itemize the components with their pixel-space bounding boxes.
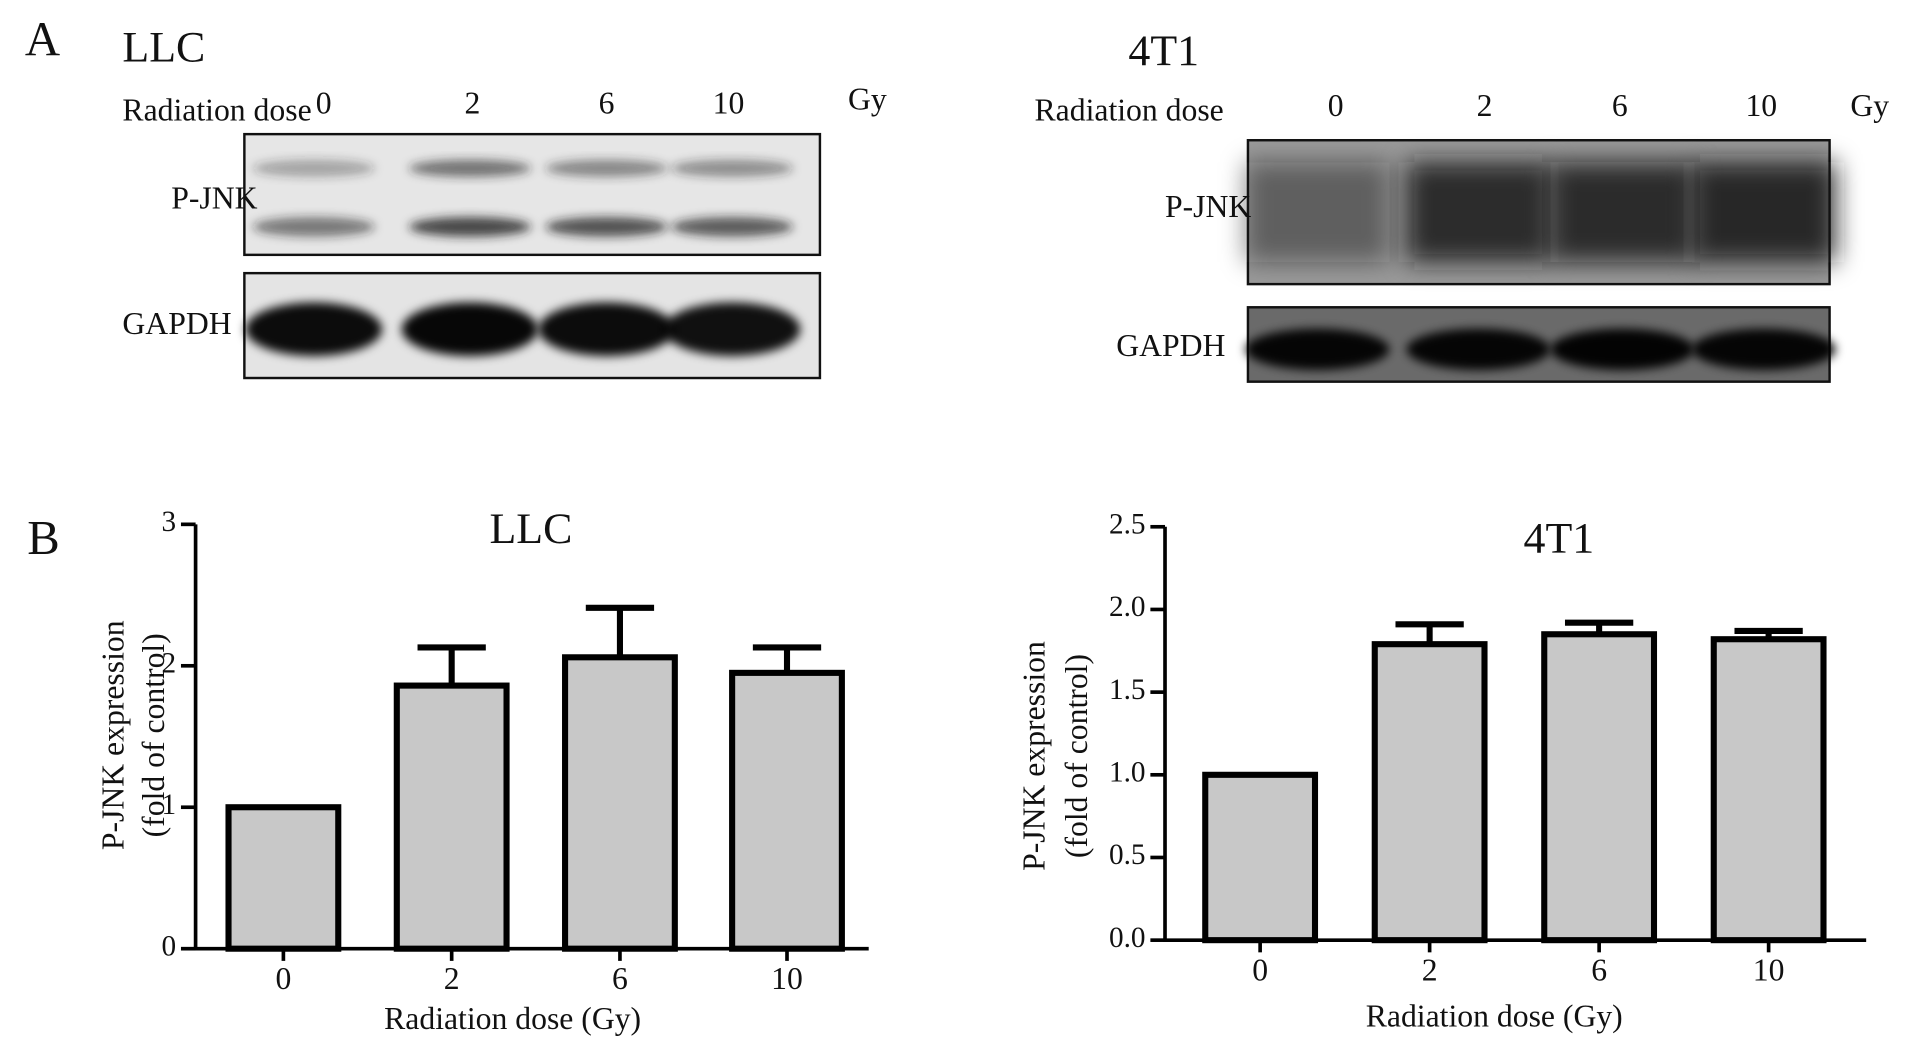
band (663, 302, 801, 357)
dose-unit: Gy (848, 82, 887, 117)
blot (243, 132, 822, 257)
y-tick-label: 2.0 (1109, 591, 1146, 623)
x-tick-label: 6 (1591, 952, 1607, 987)
band (1691, 162, 1836, 263)
panel-label: B (27, 511, 60, 565)
blot-title: 4T1 (1128, 27, 1199, 75)
band (538, 302, 675, 357)
x-tick-label: 0 (275, 961, 291, 996)
chart-title: 4T1 (1524, 515, 1595, 563)
bar (1371, 641, 1488, 944)
y-axis-label: (fold of control) (1059, 654, 1094, 858)
band (545, 217, 668, 237)
y-tick-label: 0.0 (1109, 922, 1146, 954)
bar (393, 682, 510, 952)
row-label: GAPDH (1116, 328, 1225, 363)
y-tick-label: 2 (161, 648, 176, 680)
dose: 0 (316, 85, 332, 120)
band (252, 159, 375, 177)
band (252, 217, 375, 237)
dose: 6 (1612, 88, 1628, 123)
y-tick-label: 3 (161, 506, 176, 538)
y-tick-label: 0 (161, 930, 176, 962)
y-axis-label: (fold of control) (136, 633, 171, 837)
y-axis-label: P-JNK expression (96, 620, 131, 850)
dose: 10 (1745, 88, 1777, 123)
y-axis-label: P-JNK expression (1016, 641, 1051, 871)
x-axis-label: Radiation dose (Gy) (384, 1001, 641, 1036)
y-tick-label: 1.0 (1109, 757, 1146, 789)
band (1406, 328, 1551, 371)
band (1550, 328, 1695, 371)
band (1550, 162, 1695, 263)
dose-unit: Gy (1850, 88, 1889, 123)
dose: 2 (464, 85, 480, 120)
x-tick-label: 0 (1252, 952, 1268, 987)
x-tick-label: 6 (612, 961, 628, 996)
band (671, 159, 794, 177)
band (408, 217, 531, 237)
band (401, 302, 539, 357)
band (1245, 328, 1390, 371)
bar (562, 654, 678, 952)
bar (1710, 636, 1827, 944)
x-tick-label: 10 (771, 961, 803, 996)
row-label: P-JNK (1165, 189, 1251, 224)
chart-title: LLC (489, 505, 572, 553)
y-tick-label: 1.5 (1109, 674, 1146, 706)
bar (225, 804, 342, 952)
band (671, 217, 794, 237)
band (1406, 162, 1551, 263)
row-label: GAPDH (122, 306, 231, 341)
row-label: P-JNK (171, 180, 257, 215)
dose: 2 (1477, 88, 1493, 123)
dose: 0 (1328, 88, 1344, 123)
bar (729, 669, 845, 952)
bar (1202, 771, 1319, 944)
y-tick-label: 2.5 (1109, 508, 1146, 540)
dose: 6 (599, 85, 615, 120)
dose-label: Radiation dose (122, 93, 311, 128)
x-tick-label: 10 (1753, 952, 1785, 987)
x-tick-label: 2 (1422, 952, 1438, 987)
y-tick-label: 1 (161, 789, 176, 821)
band (545, 159, 668, 177)
bar (1541, 631, 1658, 944)
band (1245, 162, 1390, 263)
band (408, 159, 531, 177)
x-tick-label: 2 (444, 961, 460, 996)
x-axis-label: Radiation dose (Gy) (1366, 999, 1623, 1034)
band (1691, 328, 1836, 371)
blot-title: LLC (122, 23, 205, 71)
dose: 10 (713, 85, 745, 120)
dose-label: Radiation dose (1035, 93, 1224, 128)
y-tick-label: 0.5 (1109, 839, 1146, 871)
panel-label: A (25, 12, 60, 66)
band (245, 302, 383, 357)
